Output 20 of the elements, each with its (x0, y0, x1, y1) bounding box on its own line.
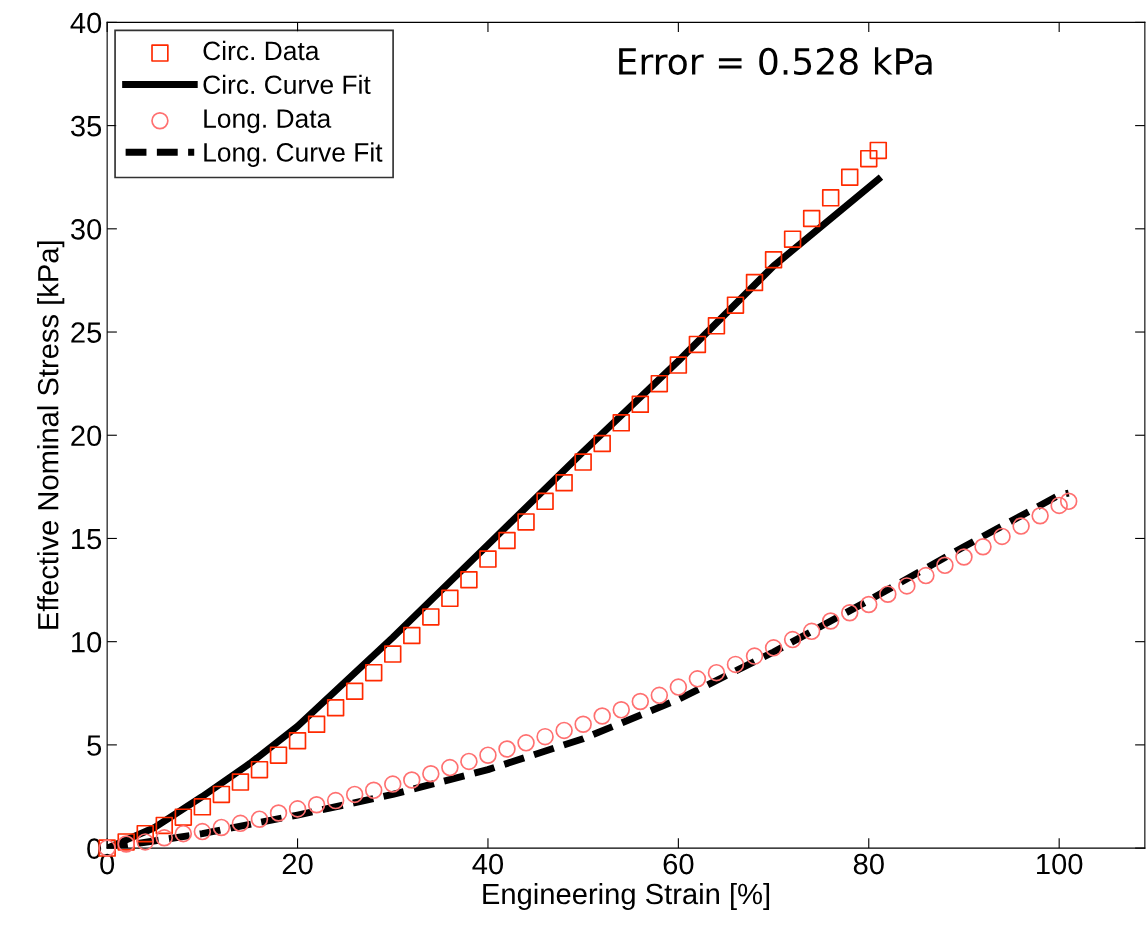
x-tick-label: 20 (282, 853, 313, 875)
legend-label: Long. Data (204, 109, 332, 134)
x-tick-label: 40 (472, 853, 504, 875)
y-tick-label: 25 (71, 322, 102, 343)
y-tick-label: 15 (72, 528, 102, 550)
legend-label: Circ. Curve Fit (203, 74, 371, 95)
y-tick-label: 5 (87, 735, 102, 756)
y-tick-label: 30 (70, 219, 102, 240)
y-tick-label: 10 (72, 631, 102, 653)
annotation: Error = 0.528 kPa (619, 47, 932, 76)
y-tick-label: 35 (70, 115, 102, 137)
x-axis-title: Engineering Strain [%] (483, 882, 770, 911)
y-tick-label: 40 (70, 12, 102, 34)
x-tick-label: 100 (1037, 853, 1083, 875)
x-tick-label: 60 (663, 853, 694, 875)
x-tick-label: 80 (853, 853, 884, 875)
legend-label: Long. Curve Fit (204, 142, 383, 167)
legend-label: Circ. Data (203, 40, 320, 61)
y-axis-title: Effective Nominal Stress [kPa] (37, 241, 65, 629)
y-tick-label: 20 (71, 425, 102, 447)
